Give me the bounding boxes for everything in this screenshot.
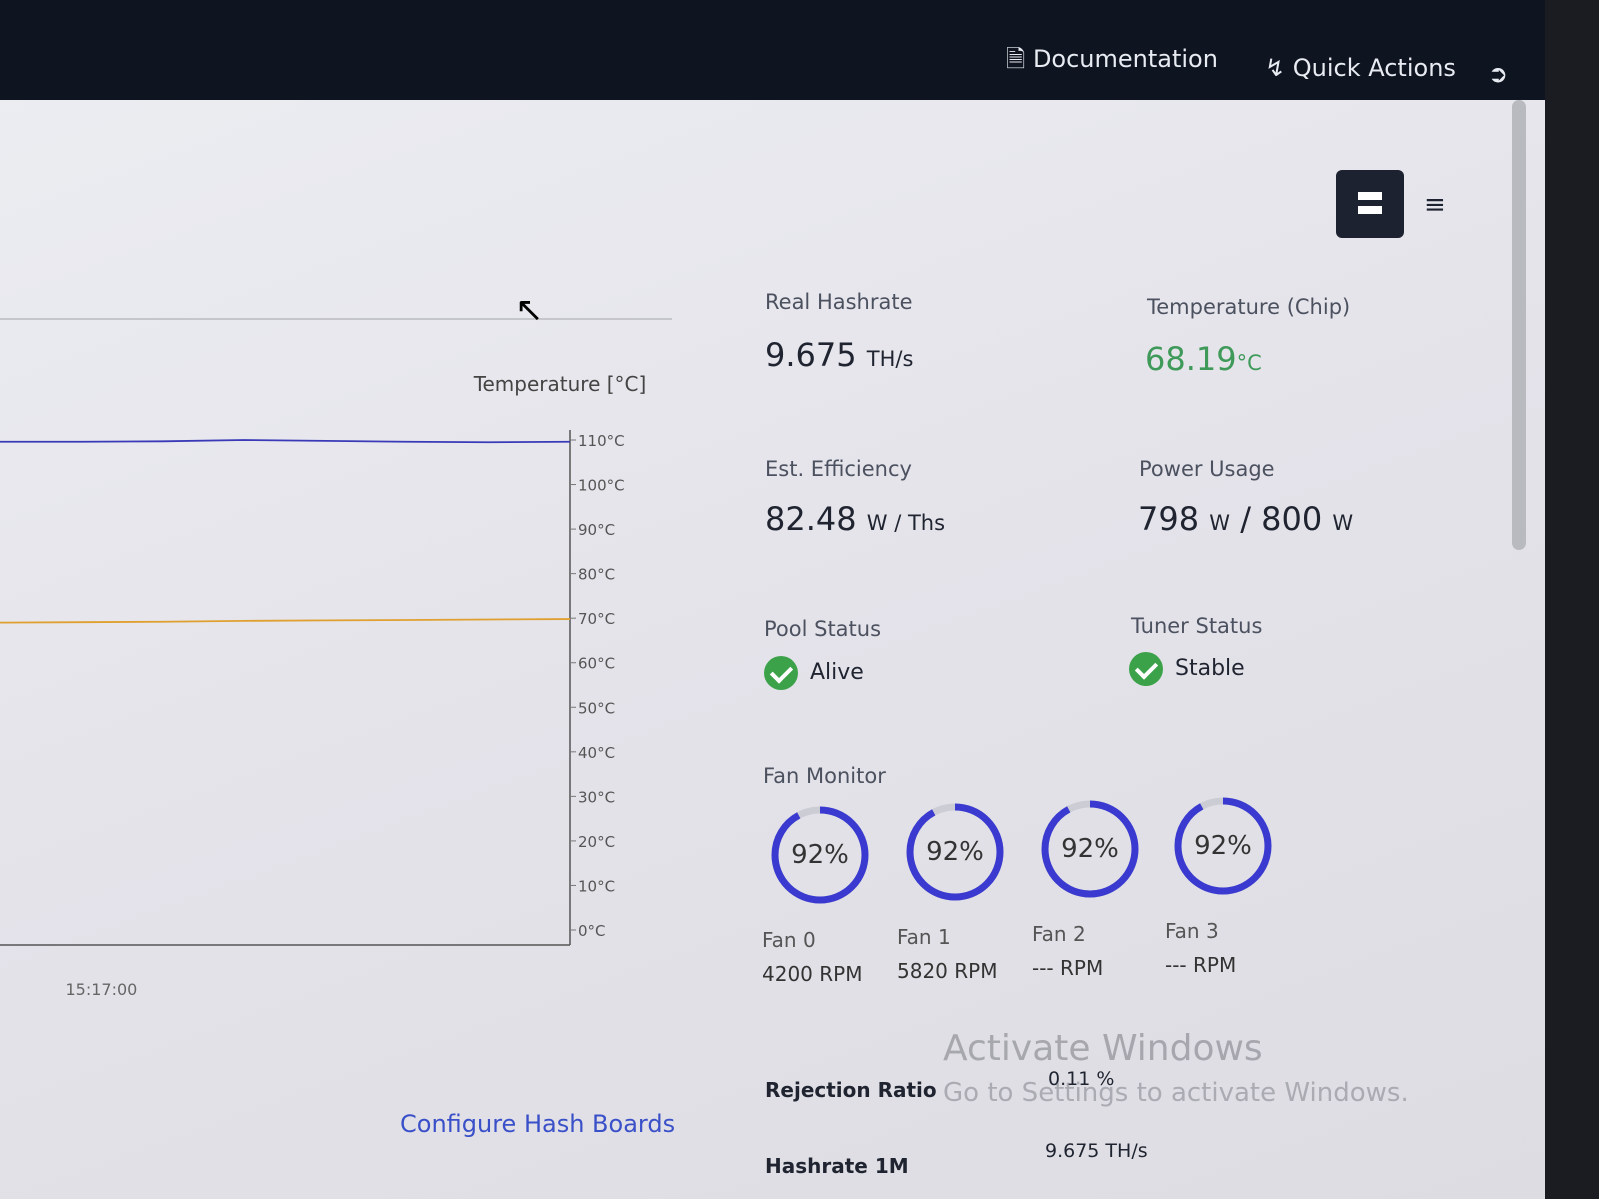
unit: W / Ths: [866, 511, 946, 535]
y-tick-label: 10°C: [578, 877, 615, 895]
documentation-text[interactable]: Documentation: [1032, 45, 1218, 73]
detail-label: Rejection Ratio: [765, 1078, 937, 1102]
stat-label: Real Hashrate: [765, 290, 913, 314]
gauge-arc: [1174, 797, 1272, 895]
fan: 92% Fan 1 5820 RPM: [897, 797, 1030, 983]
screen-bezel: [1545, 0, 1599, 1199]
gauge-arc: [771, 806, 869, 904]
list-view-button[interactable]: ≡: [1424, 190, 1446, 220]
value: 68.19: [1145, 340, 1237, 378]
top-bar: 🗎 Documentation ↯ Quick Actions ➲: [0, 0, 1545, 100]
fan-name: Fan 0: [762, 928, 816, 952]
detail-label: Hashrate 1M: [765, 1154, 909, 1178]
y-tick-label: 60°C: [578, 655, 615, 673]
line-series: [0, 439, 571, 444]
value: 82.48: [765, 500, 857, 538]
stat-value: 9.675 TH/s: [765, 336, 913, 374]
y-tick-label: 20°C: [578, 833, 615, 851]
y-axis-label: Temperature [°C]: [473, 372, 647, 396]
y-tick-label: 0°C: [578, 922, 606, 940]
check-icon: [764, 656, 798, 690]
unit: °C: [1236, 351, 1262, 375]
y-tick-label: 110°C: [578, 432, 625, 450]
y-tick-label: 100°C: [578, 477, 625, 495]
divider: [0, 318, 672, 320]
pool-status: Alive: [764, 656, 864, 690]
quick-actions-link[interactable]: ↯ Quick Actions: [1265, 54, 1456, 82]
y-tick-label: 80°C: [578, 566, 615, 584]
detail-value: 0.11 %: [1048, 1068, 1115, 1090]
fan-rpm: --- RPM: [1165, 953, 1237, 977]
stat-label: Temperature (Chip): [1147, 295, 1351, 319]
unit: W: [1332, 511, 1354, 535]
configure-hash-boards-link[interactable]: Configure Hash Boards: [400, 1110, 676, 1138]
temperature-chart: Temperature [°C] 0°C 10°C 20°C 30°C 40°C 50°C…: [0, 372, 647, 999]
y-tick-label: 70°C: [578, 610, 615, 628]
fan-gauge: [906, 803, 1004, 901]
stat-label: Est. Efficiency: [765, 457, 912, 481]
fan-rpm: 5820 RPM: [897, 959, 998, 983]
fan: 92% Fan 3 --- RPM: [1165, 791, 1298, 977]
detail-value: 9.675 TH/s: [1045, 1140, 1148, 1162]
x-tick-label: 15:17:00: [65, 980, 137, 999]
line-series: [0, 618, 571, 624]
grid-view-button[interactable]: [1336, 170, 1404, 238]
fan-rpm: --- RPM: [1032, 956, 1104, 980]
documentation-link[interactable]: 🗎 Documentation: [1006, 45, 1218, 73]
fan-percent: 92%: [926, 837, 984, 867]
fan-gauge: [1174, 797, 1272, 895]
tuner-status: Stable: [1129, 652, 1245, 686]
check-icon: [1129, 652, 1163, 686]
stat-value: 68.19°C: [1145, 340, 1262, 378]
limit: 800: [1261, 500, 1323, 538]
y-tick-label: 40°C: [578, 744, 615, 762]
status-text: Stable: [1175, 656, 1245, 681]
gauge-arc: [906, 803, 1004, 901]
fan-percent: 92%: [1061, 834, 1119, 864]
cursor: ↖: [515, 290, 544, 330]
watermark-subtitle: Go to Settings to activate Windows.: [943, 1078, 1409, 1108]
fan: 92% Fan 2 --- RPM: [1032, 794, 1165, 980]
separator: /: [1240, 500, 1251, 538]
y-tick-label: 90°C: [578, 521, 615, 539]
quick-actions-text[interactable]: Quick Actions: [1292, 54, 1456, 82]
unit: TH/s: [866, 347, 914, 371]
status-text: Alive: [810, 660, 864, 685]
y-tick-label: 50°C: [578, 699, 615, 717]
gauge-arc: [1041, 800, 1139, 898]
logout-icon[interactable]: ➲: [1488, 60, 1509, 88]
scrollbar[interactable]: [1512, 100, 1526, 550]
value: 9.675: [765, 336, 857, 374]
stat-label: Tuner Status: [1131, 614, 1263, 638]
fan-rpm: 4200 RPM: [762, 962, 863, 986]
fan: 92% Fan 0 4200 RPM: [762, 800, 895, 986]
fan-name: Fan 1: [897, 925, 951, 949]
stat-value: 82.48 W / Ths: [765, 500, 945, 538]
fan-name: Fan 3: [1165, 919, 1219, 943]
y-tick-label: 30°C: [578, 788, 615, 806]
fan-name: Fan 2: [1032, 922, 1086, 946]
fan-percent: 92%: [1194, 831, 1252, 861]
fan-gauge: [771, 806, 869, 904]
stat-label: Power Usage: [1139, 457, 1275, 481]
fan-gauge: [1041, 800, 1139, 898]
section-title: Fan Monitor: [763, 764, 886, 788]
stat-value: 798 W / 800 W: [1138, 500, 1353, 538]
value: 798: [1138, 500, 1200, 538]
unit: W: [1209, 511, 1231, 535]
watermark-title: Activate Windows: [943, 1028, 1263, 1069]
stat-label: Pool Status: [764, 617, 882, 641]
fan-percent: 92%: [791, 840, 849, 870]
